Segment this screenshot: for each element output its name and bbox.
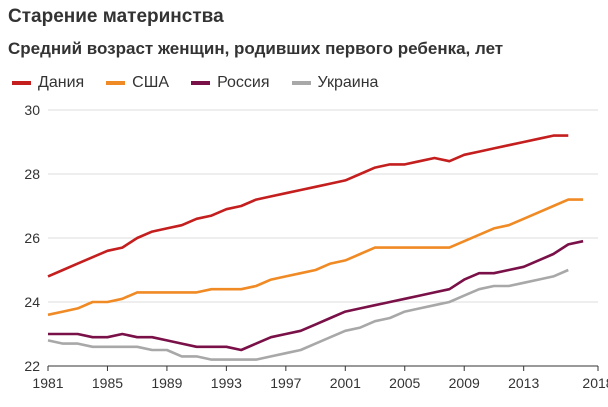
- legend-swatch-ukraine: [291, 81, 311, 85]
- y-tick-label-26: 26: [24, 230, 40, 246]
- chart-title: Старение материнства: [8, 6, 224, 27]
- chart-subtitle: Средний возраст женщин, родивших первого…: [8, 39, 504, 58]
- series-line-ukraine: [47, 268, 569, 361]
- x-tick-label-2013: 2013: [508, 375, 539, 391]
- legend-item-russia: Россия: [191, 74, 270, 92]
- x-tick-label-1993: 1993: [211, 375, 242, 391]
- series-line-usa: [47, 198, 584, 317]
- series-line-denmark: [47, 134, 569, 278]
- y-tick-label-28: 28: [24, 166, 40, 182]
- legend-item-denmark: Дания: [12, 74, 84, 92]
- x-tick-label-2001: 2001: [330, 375, 361, 391]
- legend-label-russia: Россия: [217, 74, 270, 91]
- x-tick-label-1981: 1981: [32, 375, 63, 391]
- x-tick-label-1989: 1989: [151, 375, 182, 391]
- y-tick-label-30: 30: [24, 102, 40, 118]
- x-tick-label-2018: 2018: [582, 375, 608, 391]
- series-line-russia: [48, 239, 584, 352]
- x-tick-label-2005: 2005: [389, 375, 420, 391]
- legend-label-ukraine: Украина: [317, 74, 379, 91]
- y-tick-label-24: 24: [24, 294, 40, 310]
- legend-swatch-russia: [191, 81, 211, 85]
- y-tick-label-22: 22: [24, 358, 40, 374]
- x-tick-label-2009: 2009: [449, 375, 480, 391]
- legend-item-ukraine: Украина: [291, 74, 379, 92]
- legend-swatch-usa: [106, 81, 126, 85]
- legend-item-usa: США: [106, 74, 169, 92]
- x-tick-label-1985: 1985: [92, 375, 123, 391]
- legend-label-denmark: Дания: [38, 74, 85, 91]
- legend-swatch-denmark: [12, 81, 31, 85]
- legend: Дания США Россия Украина: [12, 74, 400, 92]
- x-tick-label-1997: 1997: [270, 375, 301, 391]
- legend-label-usa: США: [132, 74, 170, 91]
